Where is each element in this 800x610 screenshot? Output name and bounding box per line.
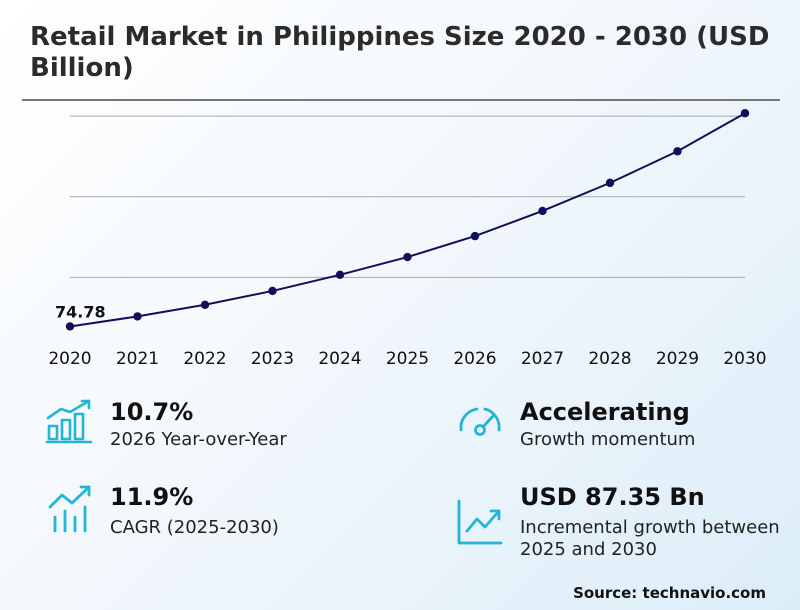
kpi-cagr-value: 11.9% [110, 483, 194, 511]
data-label-2020: 74.78 [55, 302, 106, 321]
x-tick-2027: 2027 [521, 349, 564, 369]
kpi-yoy-label: 2026 Year-over-Year [110, 429, 287, 450]
bar-chart-growth-icon [45, 398, 95, 444]
kpi-incremental: USD 87.35 Bn Incremental growth between … [455, 483, 780, 563]
x-tick-2020: 2020 [48, 349, 91, 369]
x-tick-2025: 2025 [386, 349, 429, 369]
kpi-cagr-label: CAGR (2025-2030) [110, 517, 279, 538]
data-point-2029 [673, 147, 682, 156]
data-point-2020 [65, 322, 75, 331]
kpi-cagr: 11.9% CAGR (2025-2030) [45, 483, 375, 543]
series-line-group [69, 112, 746, 328]
data-point-2030 [740, 109, 750, 118]
line-chart: 74.78 2020 2021 2022 2023 2024 2025 2026 2027 20… [48, 109, 767, 369]
x-tick-2022: 2022 [183, 349, 226, 369]
kpi-momentum-label: Growth momentum [520, 429, 696, 450]
data-point-2021 [133, 312, 142, 321]
kpi-yoy: 10.7% 2026 Year-over-Year [45, 398, 375, 458]
data-point-2023 [268, 286, 277, 296]
series-line [69, 112, 746, 328]
kpi-yoy-value: 10.7% [110, 398, 194, 426]
kpi-incremental-label: Incremental growth between 2025 and 2030 [520, 517, 780, 560]
data-labels: 74.78 [55, 302, 106, 321]
x-axis-ticks: 2020 2021 2022 2023 2024 2025 2026 2027 2028 2029… [48, 349, 766, 369]
x-tick-2024: 2024 [318, 349, 361, 369]
data-point-2027 [538, 206, 547, 216]
x-tick-2026: 2026 [453, 349, 496, 369]
title-divider [22, 99, 780, 101]
trend-line-chart-icon [455, 497, 505, 545]
chart-title: Retail Market in Philippines Size 2020 -… [30, 22, 770, 83]
data-points [65, 109, 750, 331]
kpi-momentum-value: Accelerating [520, 398, 690, 426]
data-point-2022 [200, 300, 210, 309]
x-tick-2029: 2029 [656, 349, 699, 369]
x-tick-2028: 2028 [588, 349, 631, 369]
source-note: Source: technavio.com [573, 584, 766, 602]
data-point-2025 [403, 252, 412, 262]
speedometer-icon [455, 398, 505, 444]
x-tick-2023: 2023 [251, 349, 294, 369]
data-point-2026 [470, 231, 480, 241]
growth-bars-trend-icon [45, 483, 95, 533]
data-point-2028 [605, 178, 615, 188]
kpi-momentum: Accelerating Growth momentum [455, 398, 775, 458]
gridlines [70, 115, 745, 278]
x-tick-2021: 2021 [116, 349, 159, 369]
kpi-incremental-value: USD 87.35 Bn [520, 483, 705, 511]
data-point-2024 [335, 270, 345, 279]
x-tick-2030: 2030 [723, 349, 766, 369]
